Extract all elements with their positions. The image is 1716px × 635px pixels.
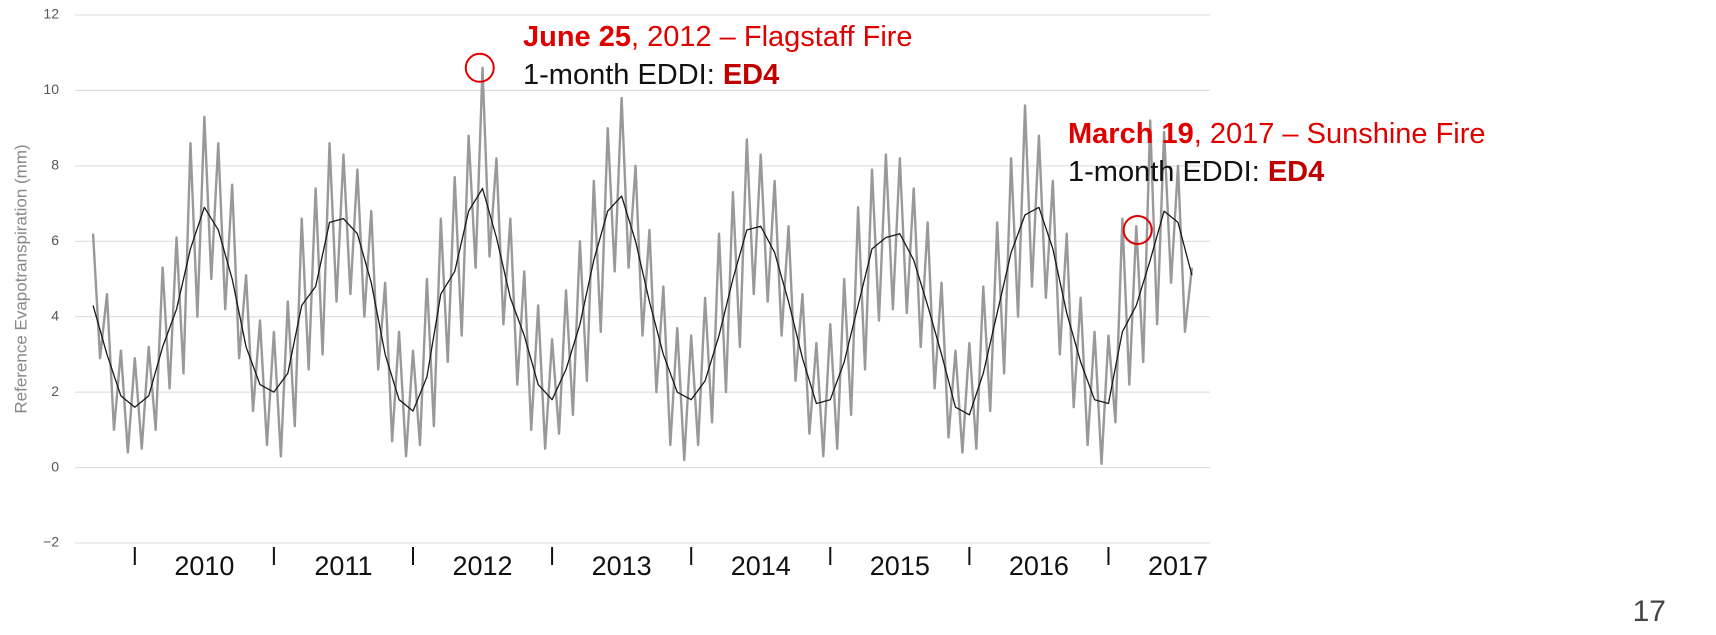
annotation-index: 1-month EDDI: ED4	[523, 59, 779, 91]
y-tick-label: 2	[51, 383, 59, 399]
y-tick-label: 4	[51, 307, 59, 323]
y-axis-label: Reference Evapotranspiration (mm)	[11, 144, 30, 413]
x-tick-label: 2015	[870, 551, 930, 581]
y-tick-label: 8	[51, 157, 59, 173]
annotation-index-label: 1-month EDDI:	[523, 59, 723, 91]
page-number: 17	[1633, 595, 1666, 628]
x-tick-label: 2010	[174, 551, 234, 581]
series-line	[91, 66, 1194, 465]
annotation-level: ED4	[723, 59, 779, 91]
annotation-circle	[1122, 214, 1153, 245]
x-tick-label: 2011	[314, 551, 372, 581]
y-tick-label: 0	[51, 458, 59, 474]
x-tick-label: 2013	[592, 551, 652, 581]
y-tick-label: 6	[51, 232, 59, 248]
x-tick-label: 2016	[1009, 551, 1069, 581]
annotation-index-label: 1-month EDDI:	[1068, 156, 1268, 188]
annotation-level: ED4	[1268, 156, 1324, 188]
annotation-date: March 19	[1068, 118, 1194, 150]
x-tick-label: 2012	[453, 551, 513, 581]
y-tick-label: 12	[43, 6, 59, 22]
annotation-event: , 2017 – Sunshine Fire	[1194, 118, 1486, 150]
annotation-date: June 25	[523, 21, 631, 53]
annotation-event: , 2012 – Flagstaff Fire	[631, 21, 913, 53]
y-tick-label: 10	[43, 81, 59, 97]
x-tick-label: 2014	[731, 551, 791, 581]
series-line	[92, 187, 1193, 416]
x-tick-label: 2017	[1148, 551, 1208, 581]
annotation-title: June 25, 2012 – Flagstaff Fire	[523, 21, 913, 53]
y-tick-label: −2	[43, 534, 59, 550]
annotation-circle	[464, 52, 495, 83]
annotation-title: March 19, 2017 – Sunshine Fire	[1068, 118, 1486, 150]
annotation-index: 1-month EDDI: ED4	[1068, 156, 1324, 188]
